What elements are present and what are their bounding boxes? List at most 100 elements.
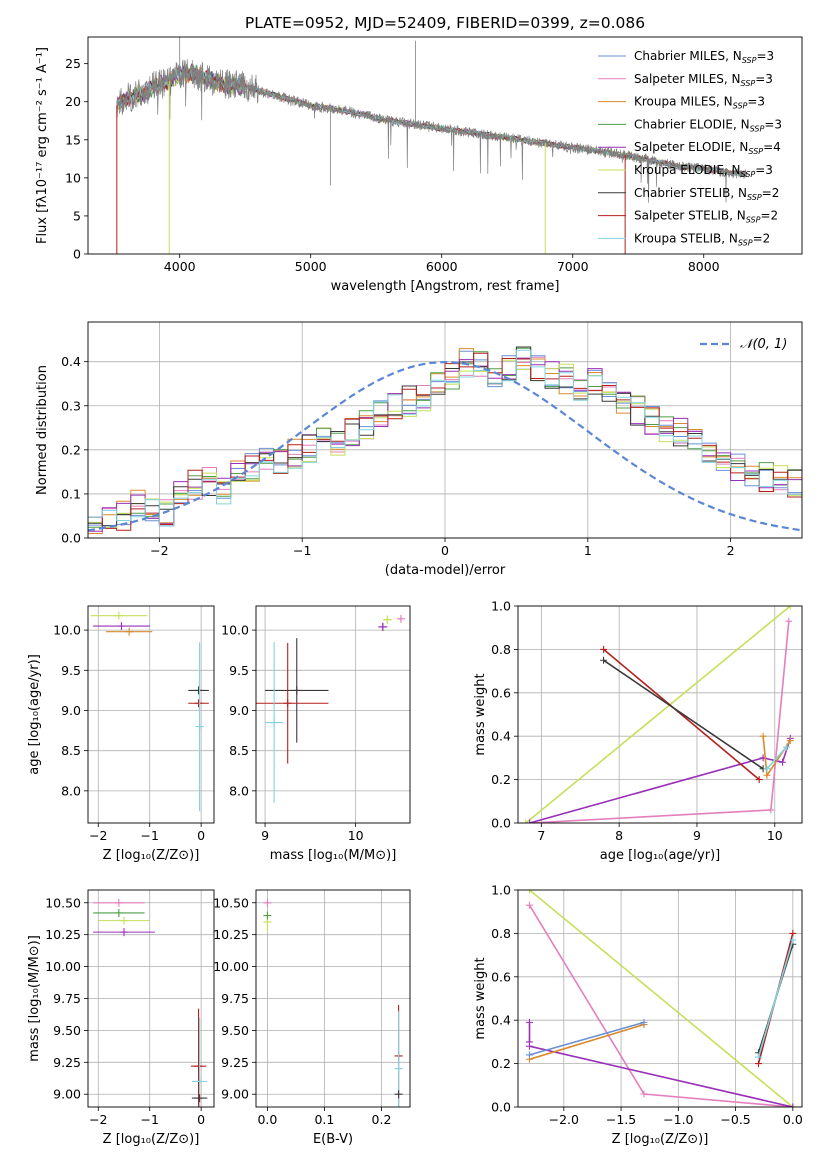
series-line [757,939,794,1058]
x-tick-label: −1 [140,1112,158,1127]
x-tick-label: −2.0 [549,1112,579,1127]
y-tick-label: 0.4 [61,354,81,369]
series-marker [782,743,790,751]
x-axis-label: mass [log₁₀(M/M⊙)] [270,848,397,863]
residual-hist-axes: −2 −1 0 1 2 0.0 0.1 0.2 0.3 0.4 (data-model)/error… [35,321,803,578]
y-tick-label: 8.0 [229,783,249,798]
data-point [114,908,123,917]
series-line [529,1045,793,1107]
spectrum-lines [116,37,748,254]
y-axis-label: Flux [fλ10⁻¹⁷ erg cm⁻² s⁻¹ A⁻¹] [35,47,50,244]
data-point [292,686,301,695]
series-marker [522,819,530,823]
x-tick-label: 7 [537,828,545,843]
data-point [195,1077,204,1086]
x-tick-label: −1 [293,543,311,558]
series-line [766,746,787,770]
series-marker [525,1038,533,1046]
y-tick-label: 0.4 [491,729,511,744]
mass-vs-Z-points [93,898,208,1107]
legend-label: 𝒩(0, 1) [740,337,787,352]
axes-frame [87,36,803,255]
y-tick-label: 0.1 [61,486,81,501]
spectrum-axes: 4000 5000 6000 7000 8000 0 5 10 15 20 25 wavelength… [35,36,803,294]
series-marker [640,1018,648,1026]
y-tick-label: 8.5 [229,743,249,758]
data-point [283,699,292,708]
legend-suffix: =3 [755,163,773,177]
x-tick-label: 0.2 [372,1112,392,1127]
y-tick-label: 10.50 [45,895,81,910]
x-tick-label: 8000 [688,259,720,274]
legend-label: Kroupa STELIB, NSSP=2 [634,231,770,247]
y-tick-label: 9.5 [229,663,249,678]
data-point [383,615,392,624]
y-tick-label: 9.0 [61,703,81,718]
mass-vs-ebv-axes: 0.0 0.1 0.2 9.00 9.25 9.50 9.75 10.00 10.25 10.50… [213,889,411,1147]
y-tick-label: 10.00 [45,959,81,974]
x-tick-label: 9 [693,828,701,843]
series-marker [526,819,534,823]
x-tick-label: 0.0 [257,1112,277,1127]
age-vs-mass-points [256,614,405,803]
mass-vs-ebv-points [263,898,403,1107]
series-marker [754,1060,762,1068]
observed-spectrum [116,59,748,203]
y-tick-label: 9.00 [53,1087,81,1102]
y-tick-label: 10.25 [213,927,249,942]
series-marker [600,645,608,653]
x-axis-label: E(B-V) [313,1132,353,1147]
x-tick-label: 0 [441,543,449,558]
y-tick-label: 0.0 [61,531,81,546]
y-tick-label: 9.50 [53,1023,81,1038]
histogram-steps [88,346,802,534]
x-axis-label: Z [log₁₀(Z/Z⊙)] [103,848,200,863]
legend-suffix: =4 [763,140,781,154]
data-point [378,622,387,631]
legend-label: Chabrier ELODIE, NSSP=3 [634,117,782,133]
y-tick-label: 0.0 [491,1100,511,1115]
y-tick-label: 0.2 [61,442,81,457]
normal-curve [88,360,802,532]
histogram-kroupa-stelib [88,349,802,527]
data-point [194,686,203,695]
data-point [117,622,126,631]
series-marker [754,1053,762,1061]
data-point [394,1090,403,1099]
data-point [120,916,128,925]
y-tick-label: 9.00 [221,1087,249,1102]
age-vs-Z-axes: −2 −1 0 8.0 8.5 9.0 9.5 10.0 Z [log₁₀(Z/Z⊙)] age … [27,605,215,863]
legend-label: Chabrier MILES, NSSP=3 [634,49,774,65]
x-tick-label: 10 [767,828,783,843]
axes-frame [255,605,411,824]
legend-subscript: SSP [733,102,748,111]
series-marker [767,806,775,814]
y-tick-label: 0.8 [491,926,511,941]
y-tick-label: 20 [65,94,81,109]
histogram-chabrier-miles [88,350,802,527]
x-tick-label: 0.0 [783,1112,803,1127]
axes-frame [517,889,803,1108]
y-tick-label: 9.25 [53,1055,81,1070]
y-tick-label: 10.0 [221,623,249,638]
y-axis-label: mass [log₁₀(M/M⊙)] [27,935,42,1062]
legend-suffix: =2 [753,231,771,245]
y-tick-label: 0.6 [491,685,511,700]
series-marker [525,1018,533,1026]
y-tick-label: 0.3 [61,398,81,413]
x-axis-label: wavelength [Angstrom, rest frame] [331,279,560,294]
x-tick-label: −1.5 [606,1112,636,1127]
y-tick-label: 10.0 [53,623,81,638]
axes-frame [87,889,215,1108]
y-tick-label: 0.2 [491,772,511,787]
legend-label: Kroupa MILES, NSSP=3 [634,95,765,111]
y-tick-label: 9.0 [229,703,249,718]
massweight-vs-age-axes: 7 8 9 10 0.0 0.2 0.4 0.6 0.8 1.0 age [log₁₀(age/yr… [473,599,803,863]
series-marker [600,656,608,664]
legend-label: Kroupa ELODIE, NSSP=3 [634,163,773,179]
series-marker [789,936,797,944]
x-tick-label: −2 [89,1112,107,1127]
y-axis-label: mass weight [473,957,488,1039]
series-marker [763,765,771,773]
